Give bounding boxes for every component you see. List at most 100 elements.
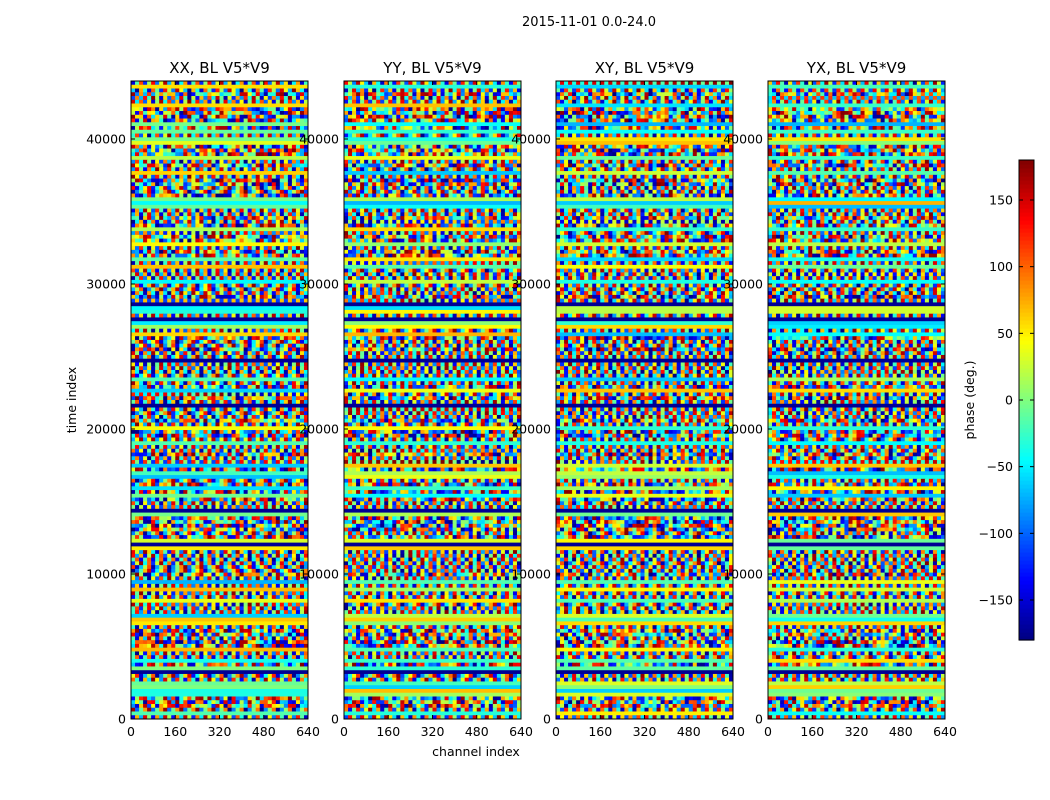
colorbar-segment [1019, 392, 1034, 397]
y-tick-label: 40000 [299, 132, 339, 147]
y-tick-label: 20000 [511, 422, 551, 437]
colorbar-segment [1019, 636, 1034, 641]
colorbar-segment [1019, 248, 1034, 253]
colorbar-segment [1019, 632, 1034, 637]
colorbar-segment [1019, 396, 1034, 401]
colorbar-segment [1019, 336, 1034, 341]
colorbar-segment [1019, 600, 1034, 605]
colorbar-segment [1019, 324, 1034, 329]
colorbar-segment [1019, 536, 1034, 541]
colorbar-segment [1019, 548, 1034, 553]
colorbar-segment [1019, 332, 1034, 337]
colorbar-segment [1019, 596, 1034, 601]
colorbar-segment [1019, 512, 1034, 517]
colorbar-segment [1019, 320, 1034, 325]
colorbar-segment [1019, 348, 1034, 353]
x-tick-label: 320 [208, 724, 232, 739]
colorbar-segment [1019, 364, 1034, 369]
y-tick-label: 40000 [511, 132, 551, 147]
y-tick-label: 10000 [723, 567, 763, 582]
colorbar-tick-label: −50 [987, 459, 1013, 474]
colorbar-segment [1019, 624, 1034, 629]
colorbar-segment [1019, 508, 1034, 513]
colorbar-segment [1019, 252, 1034, 257]
colorbar-segment [1019, 528, 1034, 533]
x-tick-label: 160 [376, 724, 400, 739]
colorbar-segment [1019, 176, 1034, 181]
colorbar-segment [1019, 420, 1034, 425]
colorbar-segment [1019, 300, 1034, 305]
colorbar-segment [1019, 272, 1034, 277]
colorbar-segment [1019, 196, 1034, 201]
colorbar-segment [1019, 312, 1034, 317]
colorbar-segment [1019, 260, 1034, 265]
colorbar-segment [1019, 372, 1034, 377]
colorbar-tick-label: 100 [989, 259, 1013, 274]
colorbar-segment [1019, 380, 1034, 385]
y-tick-label: 0 [543, 712, 551, 727]
colorbar-segment [1019, 228, 1034, 233]
colorbar-segment [1019, 464, 1034, 469]
y-tick-label: 0 [755, 712, 763, 727]
colorbar-segment [1019, 532, 1034, 537]
colorbar-tick-label: −150 [979, 593, 1013, 608]
panel-title: XY, BL V5*V9 [595, 59, 695, 77]
colorbar-segment [1019, 496, 1034, 501]
colorbar-segment [1019, 524, 1034, 529]
colorbar-segment [1019, 592, 1034, 597]
y-tick-label: 40000 [723, 132, 763, 147]
colorbar-segment [1019, 200, 1034, 205]
colorbar-segment [1019, 168, 1034, 173]
colorbar-segment [1019, 180, 1034, 185]
colorbar-segment [1019, 280, 1034, 285]
colorbar-segment [1019, 516, 1034, 521]
y-tick-label: 20000 [723, 422, 763, 437]
colorbar-segment [1019, 500, 1034, 505]
colorbar-segment [1019, 368, 1034, 373]
colorbar-segment [1019, 520, 1034, 525]
y-tick-label: 10000 [299, 567, 339, 582]
x-tick-label: 640 [296, 724, 320, 739]
y-tick-label: 0 [331, 712, 339, 727]
x-tick-label: 0 [340, 724, 348, 739]
figure-suptitle: 2015-11-01 0.0-24.0 [522, 15, 656, 30]
colorbar-segment [1019, 612, 1034, 617]
y-axis-label: time index [64, 367, 79, 433]
colorbar-segment [1019, 204, 1034, 209]
phase-image [556, 81, 733, 719]
colorbar-segment [1019, 412, 1034, 417]
colorbar-segment [1019, 604, 1034, 609]
panel-title: YY, BL V5*V9 [382, 59, 481, 77]
colorbar-segment [1019, 188, 1034, 193]
colorbar-segment [1019, 240, 1034, 245]
x-tick-label: 320 [633, 724, 657, 739]
colorbar-segment [1019, 544, 1034, 549]
colorbar-segment [1019, 552, 1034, 557]
colorbar-segment [1019, 212, 1034, 217]
colorbar-segment [1019, 564, 1034, 569]
colorbar-segment [1019, 540, 1034, 545]
colorbar-segment [1019, 220, 1034, 225]
colorbar-segment [1019, 444, 1034, 449]
colorbar-segment [1019, 292, 1034, 297]
y-tick-label: 30000 [299, 277, 339, 292]
colorbar-segment [1019, 164, 1034, 169]
x-tick-label: 160 [800, 724, 824, 739]
colorbar-segment [1019, 288, 1034, 293]
colorbar-segment [1019, 424, 1034, 429]
colorbar-segment [1019, 400, 1034, 405]
colorbar-segment [1019, 408, 1034, 413]
colorbar-segment [1019, 488, 1034, 493]
colorbar-segment [1019, 160, 1034, 165]
x-tick-label: 480 [889, 724, 913, 739]
phase-image [768, 81, 945, 719]
colorbar-tick-label: −100 [979, 526, 1013, 541]
colorbar-segment [1019, 588, 1034, 593]
colorbar-segment [1019, 504, 1034, 509]
colorbar-segment [1019, 480, 1034, 485]
phase-image [131, 81, 308, 719]
x-tick-label: 0 [764, 724, 772, 739]
colorbar-segment [1019, 432, 1034, 437]
colorbar-segment [1019, 236, 1034, 241]
x-tick-label: 480 [677, 724, 701, 739]
